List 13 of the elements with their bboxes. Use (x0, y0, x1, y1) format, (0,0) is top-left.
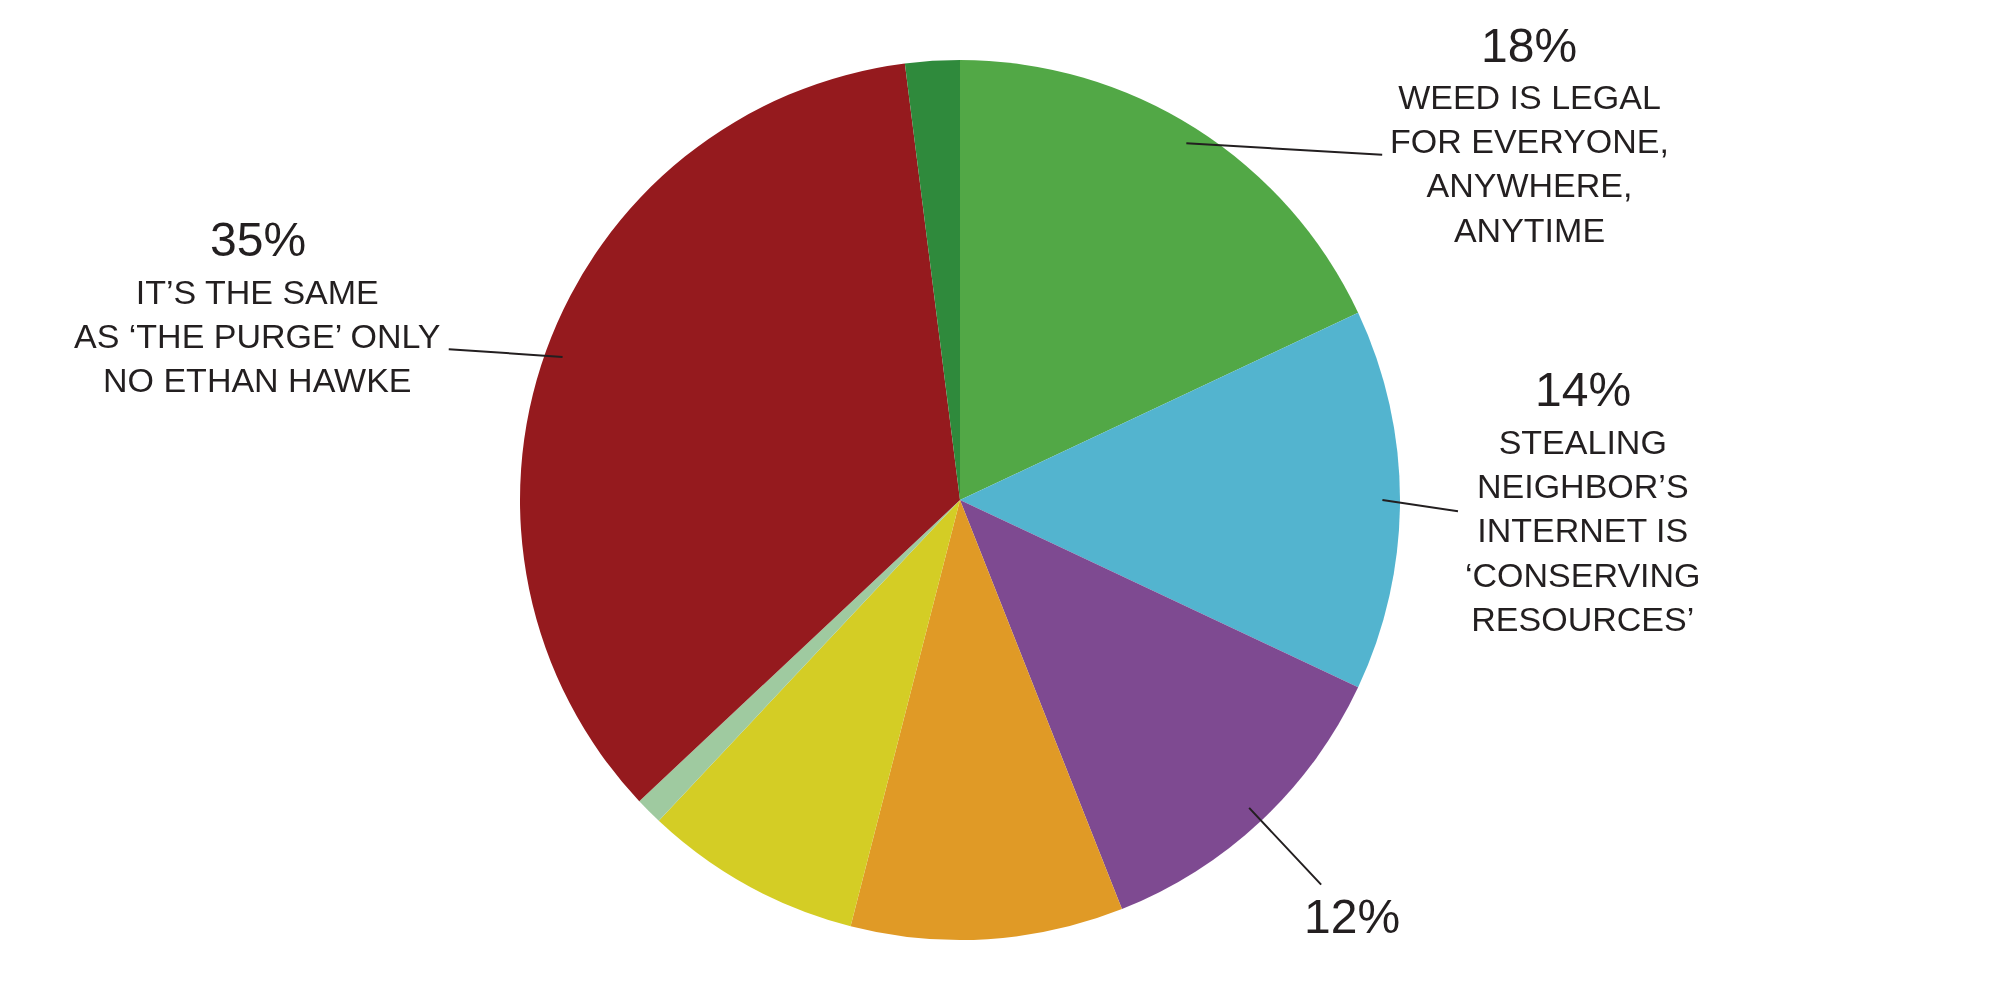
pie-slice (639, 500, 960, 821)
data-label: 12% (1304, 890, 1401, 943)
slice-label: STEALING NEIGHBOR’S INTERNET IS ‘CONSERVING RESOURCES’ (1465, 423, 1701, 638)
data-label: 35% (210, 213, 307, 266)
slice-label: WEED IS LEGAL FOR EVERYONE, ANYWHERE, ANYTIME (1390, 78, 1669, 249)
pie-slice (850, 500, 1122, 940)
data-label: 18% (1481, 19, 1578, 72)
pie-slice (658, 500, 960, 927)
pie-slice (960, 60, 1359, 500)
data-label: 14% (1535, 363, 1632, 416)
slice-label: IT’S THE SAME AS ‘THE PURGE’ ONLY NO ETHAN HAWKE (74, 273, 441, 400)
pie-slice (520, 63, 960, 802)
pie-slice (960, 312, 1400, 688)
